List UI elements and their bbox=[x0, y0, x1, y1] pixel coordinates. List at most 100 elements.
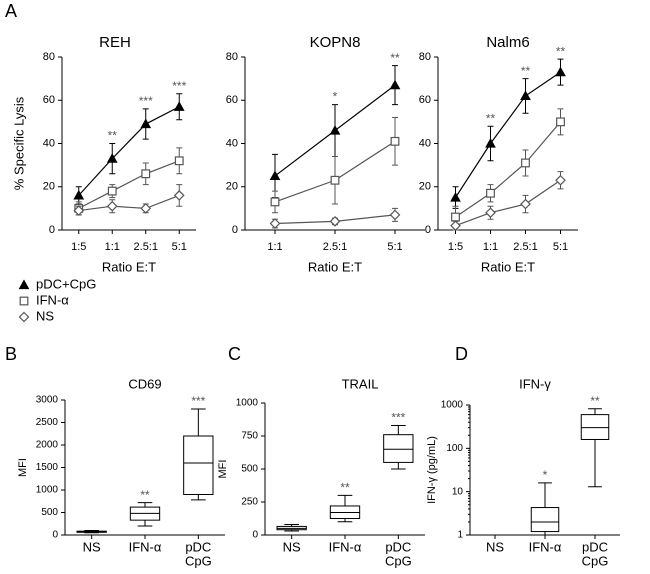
marker bbox=[555, 66, 566, 77]
significance-label: *** bbox=[391, 411, 405, 425]
x-axis-title: Ratio E:T bbox=[308, 259, 362, 274]
significance-label: ** bbox=[140, 488, 150, 502]
x-tick-label: 2.5:1 bbox=[134, 241, 158, 253]
y-tick-label: 0 bbox=[232, 224, 238, 236]
whisker bbox=[391, 424, 406, 470]
x-tick-label: CpG bbox=[385, 553, 412, 568]
x-tick-label: IFN-α bbox=[329, 539, 362, 554]
x-tick-label: pDC bbox=[385, 539, 411, 554]
x-tick-label: 1:5 bbox=[448, 241, 463, 253]
chart-title: Nalm6 bbox=[486, 34, 529, 51]
x-tick-label: 2.5:1 bbox=[323, 241, 347, 253]
x-tick-label: IFN-α bbox=[129, 539, 162, 554]
x-axis-title: Ratio E:T bbox=[481, 259, 535, 274]
x-tick-label: NS bbox=[486, 539, 504, 554]
marker bbox=[140, 118, 152, 129]
y-axis-title: % Specific Lysis bbox=[11, 96, 26, 190]
whisker bbox=[588, 408, 602, 488]
significance-label: ** bbox=[521, 64, 531, 78]
y-tick-label: 0 bbox=[52, 530, 58, 541]
significance-label: *** bbox=[191, 394, 205, 408]
whisker bbox=[137, 502, 153, 527]
marker bbox=[141, 169, 151, 179]
marker bbox=[73, 205, 85, 216]
marker bbox=[329, 216, 341, 227]
significance-label: ** bbox=[108, 129, 118, 143]
box bbox=[383, 434, 414, 463]
y-tick-label: 750 bbox=[241, 431, 258, 442]
box bbox=[530, 507, 560, 533]
chart-title: IFN-γ bbox=[519, 376, 551, 391]
y-tick-label: 60 bbox=[419, 94, 431, 106]
x-tick-label: pDC bbox=[582, 539, 608, 554]
whisker bbox=[284, 523, 299, 532]
marker bbox=[270, 197, 280, 207]
whisker bbox=[337, 494, 353, 523]
y-tick-label: 80 bbox=[226, 51, 238, 63]
y-tick-label: 2500 bbox=[36, 417, 59, 428]
marker bbox=[18, 279, 30, 290]
marker bbox=[140, 203, 152, 214]
series-line bbox=[455, 179, 561, 227]
marker bbox=[450, 192, 461, 202]
x-tick-label: CpG bbox=[185, 553, 212, 568]
y-tick-label: 2000 bbox=[36, 440, 59, 451]
y-tick-label: 500 bbox=[241, 464, 258, 475]
marker bbox=[555, 174, 566, 186]
y-tick-label: 20 bbox=[419, 181, 431, 193]
y-tick-label: 20 bbox=[43, 181, 55, 193]
whisker bbox=[538, 482, 552, 536]
significance-label: *** bbox=[172, 79, 186, 93]
marker bbox=[269, 170, 281, 181]
marker bbox=[173, 101, 185, 111]
x-tick-label: 1:1 bbox=[105, 241, 120, 253]
significance-label: ** bbox=[390, 51, 400, 65]
y-tick-label: 500 bbox=[41, 507, 58, 518]
significance-label: ** bbox=[590, 394, 600, 408]
chart-title: TRAIL bbox=[342, 376, 379, 391]
marker bbox=[520, 90, 531, 101]
x-tick-label: NS bbox=[83, 539, 101, 554]
y-tick-label: 60 bbox=[43, 94, 55, 106]
y-tick-label: 1 bbox=[457, 530, 463, 541]
y-tick-label: 0 bbox=[425, 224, 431, 236]
box bbox=[183, 435, 214, 495]
whisker bbox=[191, 408, 206, 501]
x-tick-label: 1:1 bbox=[267, 241, 282, 253]
x-axis-title: Ratio E:T bbox=[102, 259, 156, 274]
y-tick-label: 3000 bbox=[36, 395, 59, 406]
significance-label: *** bbox=[139, 94, 153, 108]
y-tick-label: 80 bbox=[419, 51, 431, 63]
y-tick-label: 1500 bbox=[36, 462, 59, 473]
marker bbox=[556, 117, 565, 127]
significance-label: ** bbox=[556, 44, 566, 58]
marker bbox=[451, 212, 460, 222]
y-tick-label: 40 bbox=[226, 137, 238, 149]
series-line bbox=[455, 121, 561, 218]
panel-letter: A bbox=[5, 1, 17, 21]
x-tick-label: IFN-α bbox=[529, 539, 562, 554]
x-tick-label: 5:1 bbox=[553, 241, 568, 253]
y-tick-label: 1000 bbox=[236, 398, 259, 409]
marker bbox=[486, 188, 495, 198]
y-tick-label: 0 bbox=[252, 530, 258, 541]
significance-label: ** bbox=[486, 111, 496, 125]
marker bbox=[106, 200, 118, 212]
significance-label: * bbox=[543, 468, 548, 482]
y-tick-label: 10 bbox=[452, 486, 464, 497]
y-tick-label: 100 bbox=[446, 443, 463, 454]
y-tick-label: 20 bbox=[226, 181, 238, 193]
y-tick-label: 60 bbox=[226, 94, 238, 106]
y-tick-label: 40 bbox=[419, 137, 431, 149]
y-axis-title: IFN-γ (pg/mL) bbox=[426, 436, 438, 504]
significance-label: * bbox=[333, 90, 338, 104]
y-tick-label: 1000 bbox=[36, 485, 59, 496]
marker bbox=[73, 189, 85, 200]
x-tick-label: 2.5:1 bbox=[513, 241, 537, 253]
chart-title: KOPN8 bbox=[310, 34, 361, 51]
y-tick-label: 0 bbox=[49, 224, 55, 236]
chart-title: CD69 bbox=[128, 376, 161, 391]
x-tick-label: 1:1 bbox=[483, 241, 498, 253]
x-tick-label: 1:5 bbox=[71, 241, 86, 253]
